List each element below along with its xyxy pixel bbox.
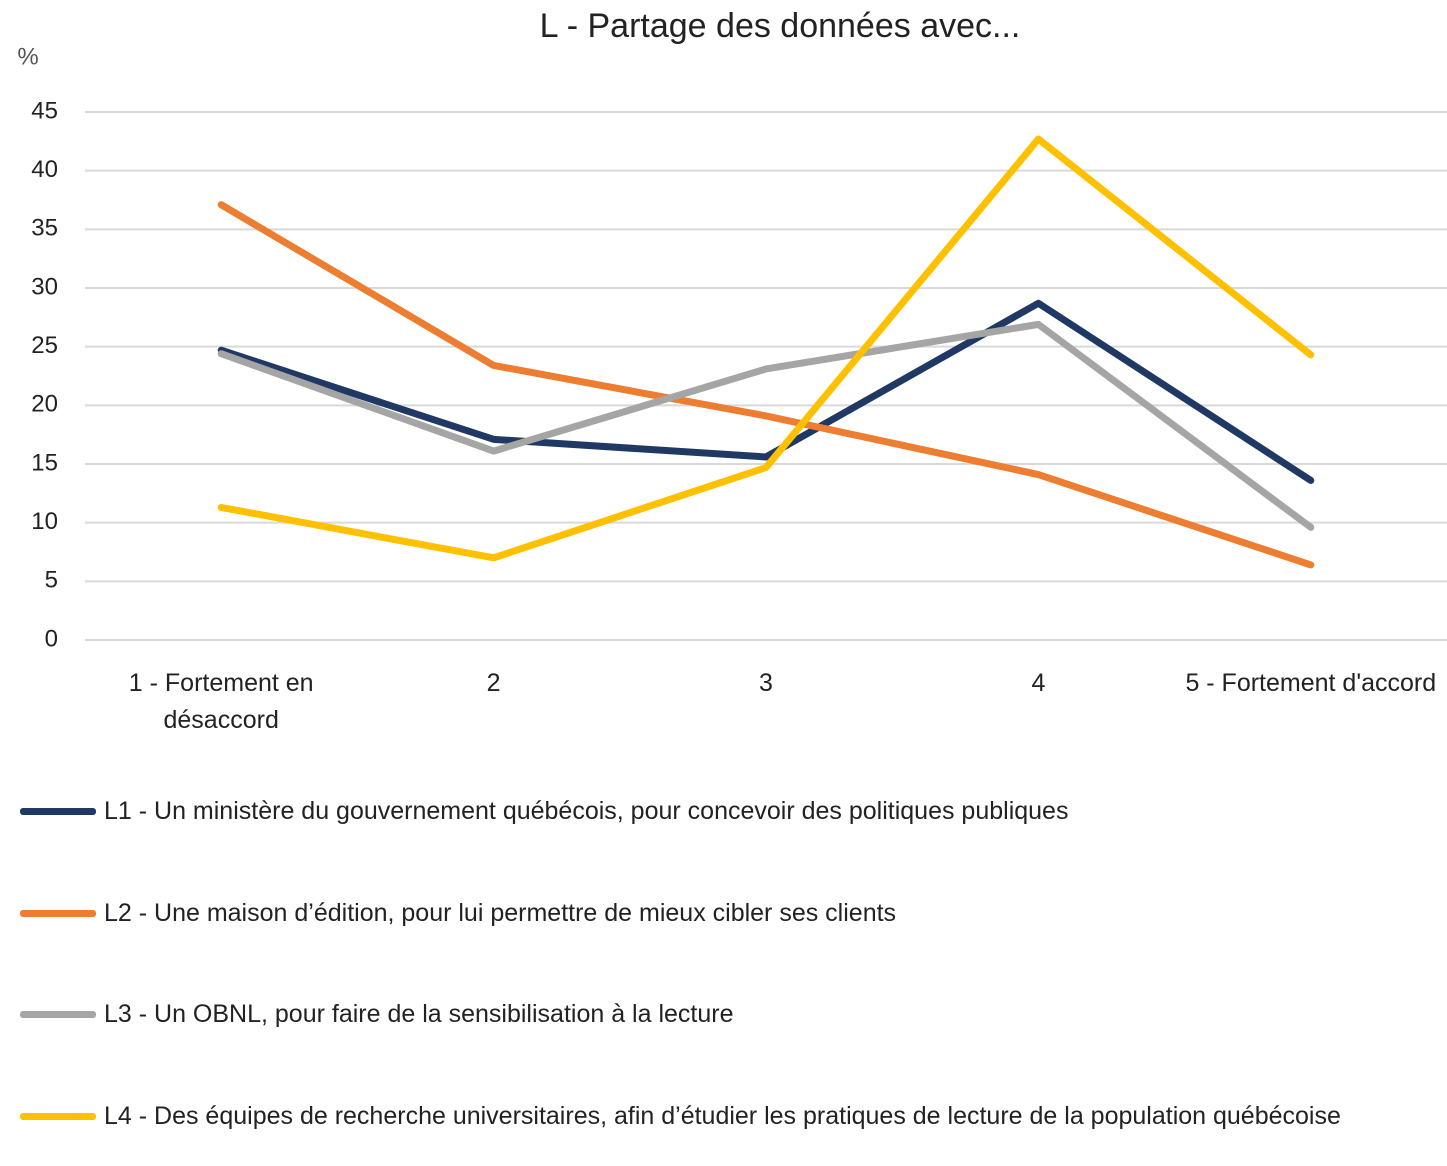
series-line <box>217 201 1315 569</box>
series-line <box>217 320 1315 531</box>
legend-swatch <box>20 1011 96 1018</box>
legend-swatch <box>20 1112 96 1120</box>
legend-entry: L3 - Un OBNL, pour faire de la sensibili… <box>20 996 1420 1033</box>
x-tick-label: 1 - Fortement en désaccord <box>128 669 314 734</box>
legend-entry: L1 - Un ministère du gouvernement québéc… <box>20 793 1420 830</box>
y-tick-label: 5 <box>45 567 58 594</box>
x-tick-label: 4 <box>1031 669 1046 697</box>
y-axis-label: % <box>17 43 38 70</box>
legend-swatch <box>20 909 96 917</box>
series-line <box>217 299 1315 484</box>
legend-label: L1 - Un ministère du gouvernement québéc… <box>104 797 1069 825</box>
legend-entry: L4 - Des équipes de recherche universita… <box>20 1098 1420 1135</box>
y-tick-label: 20 <box>31 391 58 418</box>
y-tick-label: 45 <box>31 97 58 124</box>
legend-label: L3 - Un OBNL, pour faire de la sensibili… <box>104 1000 734 1028</box>
legend-swatch <box>20 808 96 815</box>
y-tick-label: 30 <box>31 273 58 300</box>
chart-title: L - Partage des données avec... <box>540 7 1021 45</box>
legend-label: L2 - Une maison d’édition, pour lui perm… <box>104 898 897 927</box>
x-tick-label: 5 - Fortement d'accord <box>1185 669 1437 697</box>
y-tick-label: 35 <box>31 215 58 242</box>
y-tick-label: 40 <box>31 156 58 183</box>
legend-entry: L2 - Une maison d’édition, pour lui perm… <box>20 895 1420 932</box>
y-tick-label: 15 <box>31 449 58 476</box>
y-tick-label: 25 <box>31 332 58 359</box>
x-tick-label: 2 <box>486 669 501 697</box>
series-line <box>217 135 1315 562</box>
y-tick-label: 10 <box>31 508 58 535</box>
x-tick-label: 3 <box>759 669 773 697</box>
legend-label: L4 - Des équipes de recherche universita… <box>104 1101 1341 1130</box>
y-tick-label: 0 <box>45 625 58 652</box>
